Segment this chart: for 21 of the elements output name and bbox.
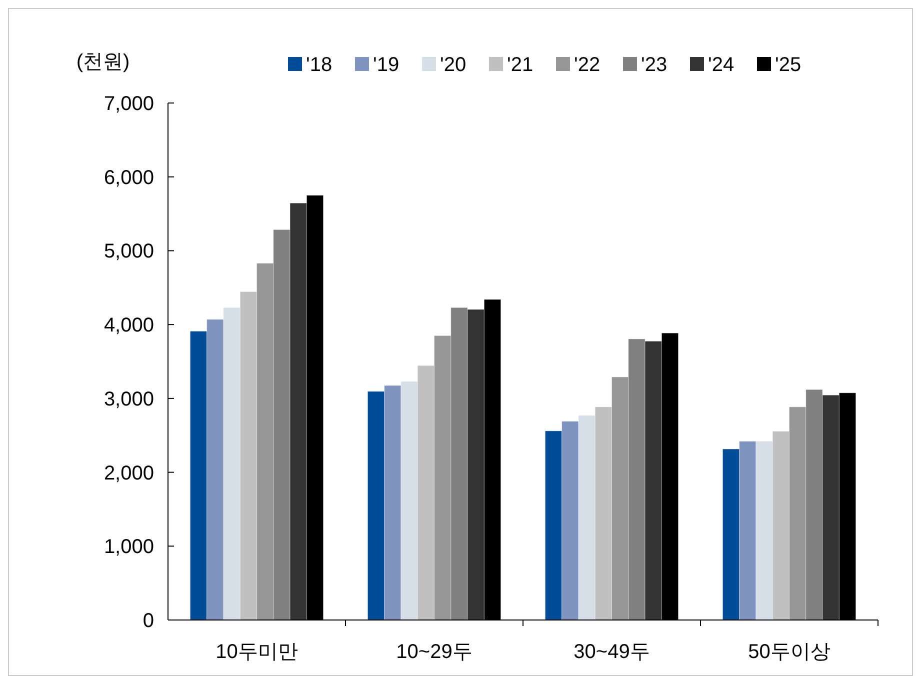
legend-label: '18 — [306, 54, 332, 76]
legend-label: '19 — [373, 54, 400, 76]
legend-label: '21 — [507, 54, 534, 76]
legend-label: '23 — [641, 54, 668, 76]
y-tick-label: 5,000 — [104, 240, 154, 263]
x-tick-label: 50두이상 — [748, 641, 830, 663]
y-tick-label: 3,000 — [104, 388, 154, 410]
legend-label: '22 — [574, 54, 600, 76]
legend-label: '20 — [440, 54, 466, 76]
y-tick-label: 0 — [142, 610, 154, 632]
y-tick-label: 7,000 — [104, 93, 154, 115]
x-tick-label: 10~29두 — [396, 641, 472, 663]
x-tick-label: 10두미만 — [216, 641, 298, 663]
legend-label: '24 — [708, 54, 734, 76]
y-tick-label: 2,000 — [104, 462, 154, 484]
y-tick-label: 6,000 — [104, 166, 154, 189]
y-tick-label: 1,000 — [104, 536, 154, 558]
y-axis-title: (천원) — [76, 51, 130, 73]
legend-label: '25 — [775, 54, 802, 76]
x-tick-label: 30~49두 — [574, 641, 650, 663]
y-tick-label: 4,000 — [104, 314, 154, 337]
